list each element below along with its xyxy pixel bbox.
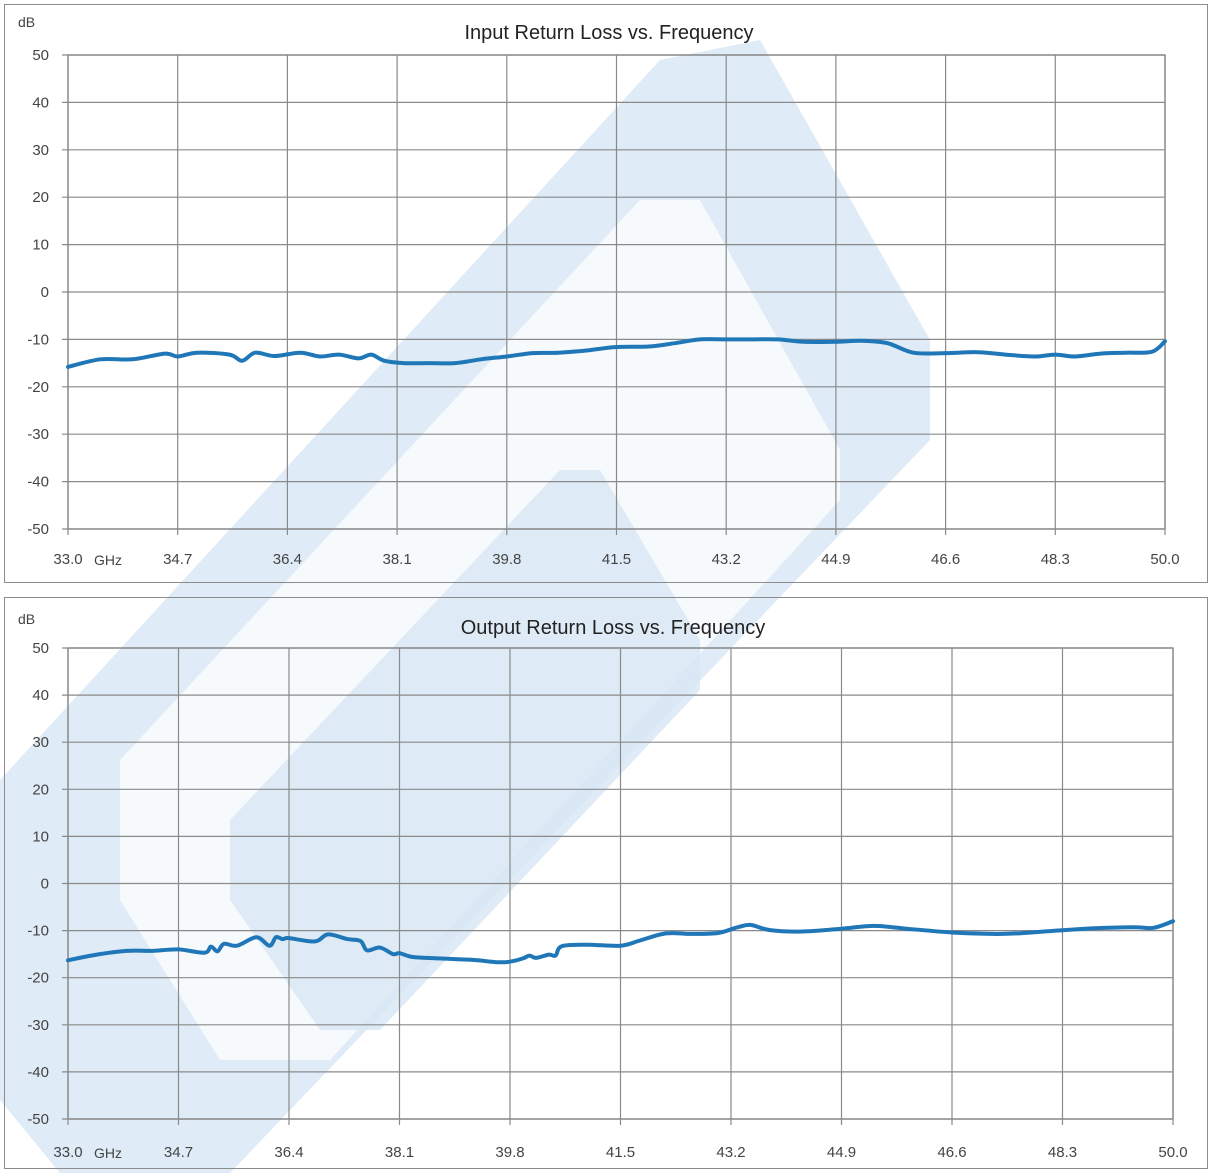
x-tick-label: 41.5 — [602, 551, 631, 568]
y-tick-label: 50 — [32, 47, 49, 64]
y-unit-label: dB — [18, 611, 35, 627]
x-tick-label: 46.6 — [937, 1144, 966, 1161]
x-tick-label: 33.0 — [53, 1144, 82, 1161]
x-tick-label: 34.7 — [164, 1144, 193, 1161]
y-tick-label: -10 — [27, 331, 49, 348]
x-tick-label: 38.1 — [382, 551, 411, 568]
x-tick-label: 39.8 — [495, 1144, 524, 1161]
x-unit-label: GHz — [94, 1145, 122, 1161]
input-return-loss-plot: dB Input Return Loss vs. Frequency 33.0 3… — [18, 14, 1180, 568]
y-tick-label: -20 — [27, 379, 49, 396]
series-line — [66, 337, 1167, 369]
y-tick-label: -40 — [27, 474, 49, 491]
plot-frame — [67, 647, 1174, 1120]
y-tick-label: 40 — [32, 687, 49, 704]
y-tick-label: 20 — [32, 189, 49, 206]
y-unit-label: dB — [18, 14, 35, 30]
x-tick-label: 46.6 — [931, 551, 960, 568]
y-tick-label: 40 — [32, 94, 49, 111]
y-tick-label: 0 — [41, 284, 49, 301]
y-tick-label: 10 — [32, 828, 49, 845]
x-tick-label: 43.2 — [716, 1144, 745, 1161]
y-tick-label: -20 — [27, 970, 49, 987]
y-tick-label: 10 — [32, 237, 49, 254]
x-tick-label: 33.0 — [53, 551, 82, 568]
x-tick-label: 36.4 — [274, 1144, 303, 1161]
y-tick-label: 30 — [32, 142, 49, 159]
x-tick-label: 50.0 — [1150, 551, 1179, 568]
x-tick-label: 48.3 — [1041, 551, 1070, 568]
y-tick-label: -10 — [27, 923, 49, 940]
x-tick-label: 50.0 — [1158, 1144, 1187, 1161]
y-tick-label: 20 — [32, 781, 49, 798]
x-tick-label: 36.4 — [273, 551, 302, 568]
y-tick-label: 30 — [32, 734, 49, 751]
x-tick-label: 41.5 — [606, 1144, 635, 1161]
output-return-loss-plot: dB Output Return Loss vs. Frequency 33.0… — [18, 611, 1188, 1161]
chart-title: Input Return Loss vs. Frequency — [464, 22, 753, 44]
chart-title: Output Return Loss vs. Frequency — [461, 617, 766, 639]
x-tick-label: 34.7 — [163, 551, 192, 568]
x-tick-label: 48.3 — [1048, 1144, 1077, 1161]
plot-frame — [67, 54, 1166, 530]
x-tick-label: 43.2 — [712, 551, 741, 568]
y-tick-label: -50 — [27, 1111, 49, 1128]
x-tick-label: 44.9 — [821, 551, 850, 568]
y-tick-label: -30 — [27, 426, 49, 443]
output-return-loss-chart: dB Output Return Loss vs. Frequency 33.0… — [4, 597, 1208, 1169]
x-unit-label: GHz — [94, 552, 122, 568]
y-tick-label: 50 — [32, 640, 49, 657]
x-tick-label: 38.1 — [385, 1144, 414, 1161]
x-tick-label: 39.8 — [492, 551, 521, 568]
y-tick-label: -30 — [27, 1017, 49, 1034]
series-line — [66, 919, 1175, 965]
input-return-loss-chart: dB Input Return Loss vs. Frequency 33.0 3… — [4, 4, 1208, 583]
y-tick-label: -50 — [27, 521, 49, 538]
x-tick-label: 44.9 — [827, 1144, 856, 1161]
y-tick-label: 0 — [41, 876, 49, 893]
y-tick-label: -40 — [27, 1064, 49, 1081]
